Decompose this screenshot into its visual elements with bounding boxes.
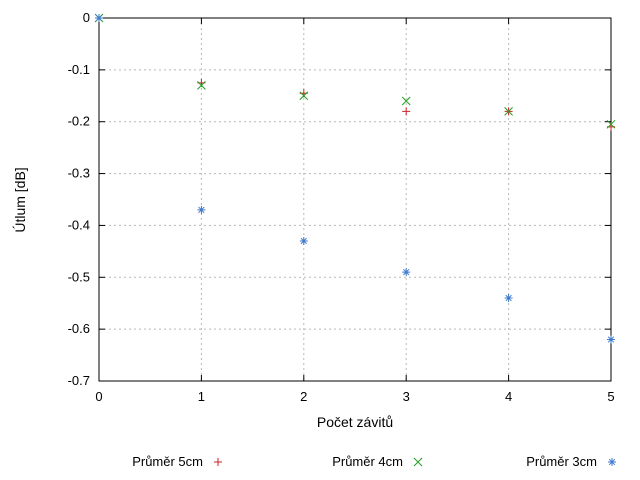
data-point [607,335,615,344]
x-axis-title: Počet závitů [317,414,393,430]
data-point [299,236,308,245]
legend-label: Průměr 4cm [332,454,403,469]
legend-marker [608,458,616,466]
y-tick-label: -0.5 [68,269,90,284]
data-point [197,81,206,90]
x-tick-label: 1 [198,389,205,404]
y-tick-label: -0.3 [68,166,90,181]
data-point [95,14,103,22]
plot-border [98,17,612,382]
data-point [197,205,206,214]
legend-marker [413,457,423,467]
x-tick-label: 4 [505,389,512,404]
data-point [402,268,411,277]
y-tick-label: -0.7 [68,373,90,388]
legend-label: Průměr 3cm [526,454,597,469]
legend-label: Průměr 5cm [132,454,203,469]
x-tick-label: 2 [300,389,307,404]
x-tick-label: 0 [95,389,102,404]
data-point [606,119,616,129]
y-axis-title: Útlum [dB] [12,167,28,232]
y-tick-label: -0.2 [68,114,90,129]
x-tick-label: 5 [607,389,614,404]
data-point [401,96,411,106]
legend-marker [214,458,222,466]
data-point [504,106,513,116]
y-tick-label: -0.1 [68,62,90,77]
x-tick-label: 3 [403,389,410,404]
y-tick-label: -0.4 [68,217,90,232]
data-point [504,294,513,303]
data-point [299,91,309,101]
y-tick-label: -0.6 [68,321,90,336]
y-tick-label: 0 [83,10,90,25]
data-point [402,107,411,116]
